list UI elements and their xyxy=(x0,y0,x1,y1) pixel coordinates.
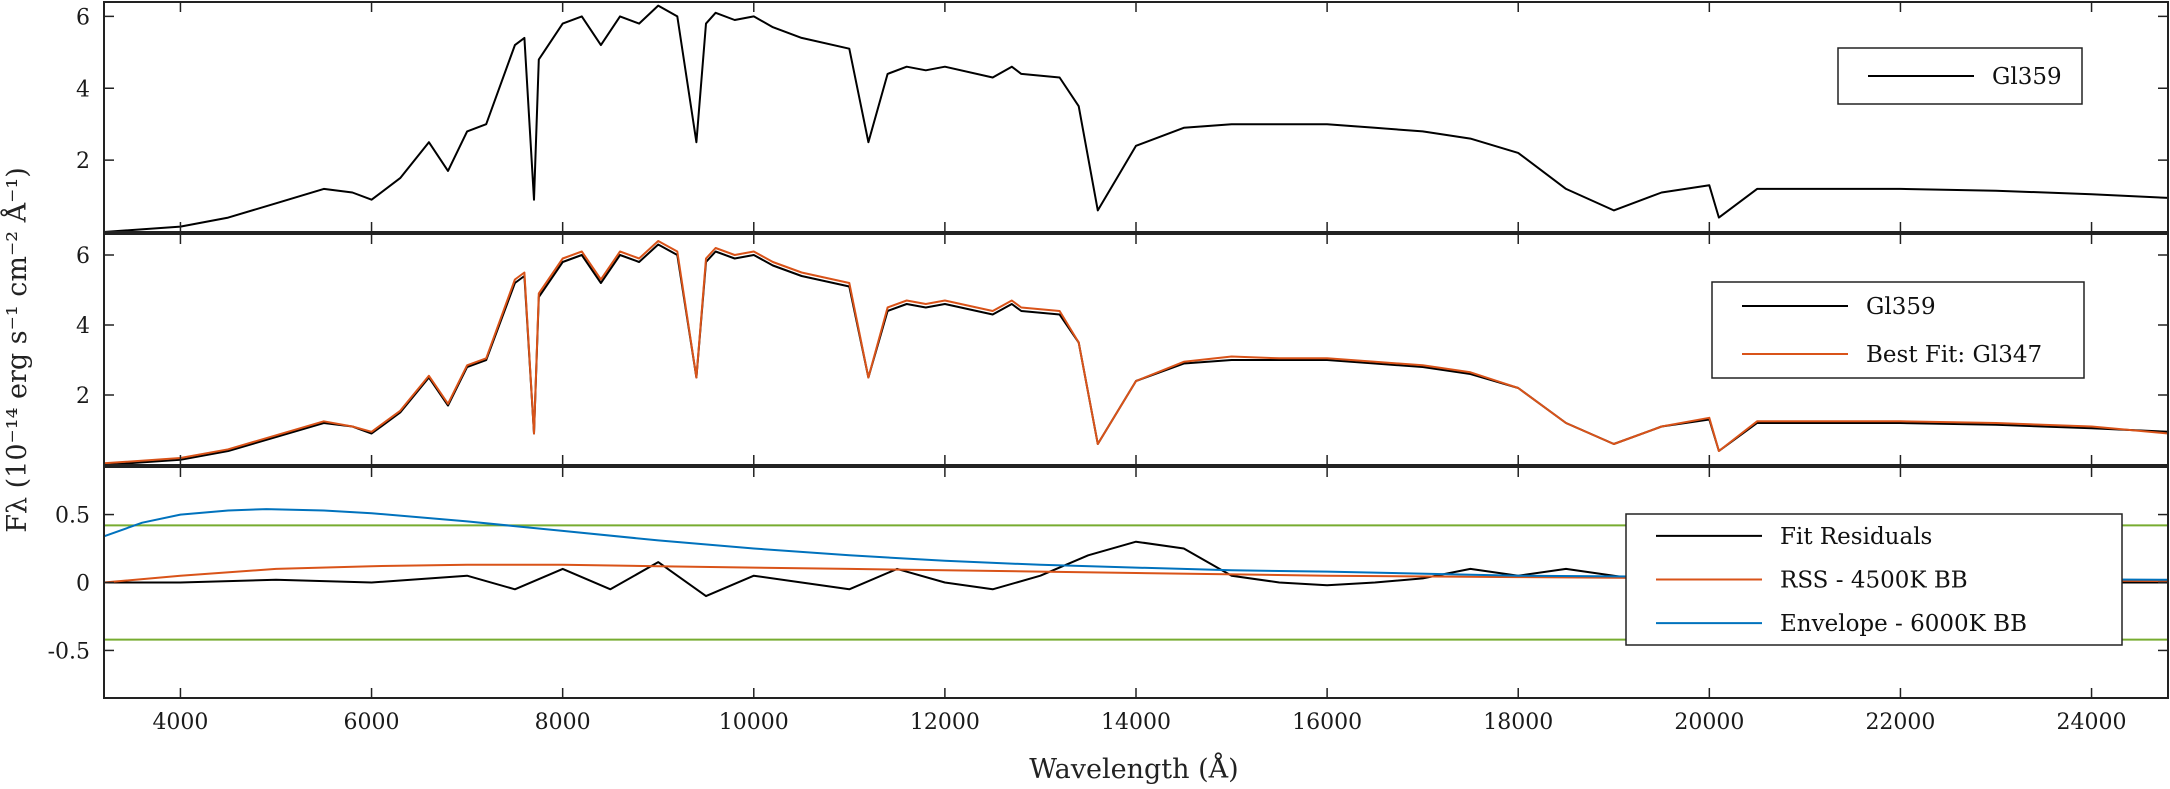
x-tick-label: 6000 xyxy=(344,710,400,735)
x-tick-label: 22000 xyxy=(1865,710,1935,735)
x-tick-label: 24000 xyxy=(2057,710,2127,735)
x-tick-label: 14000 xyxy=(1101,710,1171,735)
legend-label: Envelope - 6000K BB xyxy=(1780,611,2027,637)
series-line-2 xyxy=(103,240,2169,465)
y-tick-label: 4 xyxy=(76,314,90,339)
y-tick-label: 2 xyxy=(76,149,90,174)
series-line-3 xyxy=(103,508,2169,581)
x-tick-label: 16000 xyxy=(1292,710,1362,735)
legend-label: Fit Residuals xyxy=(1780,524,1932,550)
x-tick-label: 20000 xyxy=(1674,710,1744,735)
y-tick-label: 6 xyxy=(76,5,90,30)
legend-label: Gl359 xyxy=(1866,294,1936,320)
x-tick-label: 18000 xyxy=(1483,710,1553,735)
x-tick-label: 8000 xyxy=(535,710,591,735)
y-axis-title: Fλ (10⁻¹⁴ erg s⁻¹ cm⁻² Å⁻¹) xyxy=(0,167,33,533)
panels-group: 2 4 6 Gl359 2 4 6 Gl359 Best Fit: Gl347 4000 6000 8… xyxy=(48,1,2169,735)
y-tick-label: 4 xyxy=(76,77,90,102)
panel-frame xyxy=(103,1,2169,233)
y-tick-label: 2 xyxy=(76,384,90,409)
y-tick-label: -0.5 xyxy=(48,639,90,664)
legend: Fit Residuals RSS - 4500K BB Envelope - 60… xyxy=(1625,513,2123,646)
y-tick-label: 0 xyxy=(76,572,90,597)
legend-label: Best Fit: Gl347 xyxy=(1866,342,2042,368)
x-axis-title: Wavelength (Å) xyxy=(1029,752,1238,785)
y-tick-label: 6 xyxy=(76,244,90,269)
x-tick-label: 10000 xyxy=(719,710,789,735)
y-tick-label: 0.5 xyxy=(55,504,90,529)
legend: Gl359 xyxy=(1837,47,2083,105)
series-line-1 xyxy=(103,4,2169,233)
panel-2: 2 4 6 Gl359 Best Fit: Gl347 xyxy=(76,233,2169,466)
legend-label: Gl359 xyxy=(1992,64,2062,90)
x-tick-label: 4000 xyxy=(152,710,208,735)
legend: Gl359 Best Fit: Gl347 xyxy=(1711,281,2085,379)
legend-box xyxy=(1711,281,2085,379)
x-tick-label: 12000 xyxy=(910,710,980,735)
panel-1: 2 4 6 Gl359 xyxy=(76,1,2169,233)
legend-label: RSS - 4500K BB xyxy=(1780,568,1968,594)
series-line-2 xyxy=(103,563,2169,584)
panel-3: 4000 6000 8000 10000 12000 14000 16000 18000 200… xyxy=(48,466,2169,735)
